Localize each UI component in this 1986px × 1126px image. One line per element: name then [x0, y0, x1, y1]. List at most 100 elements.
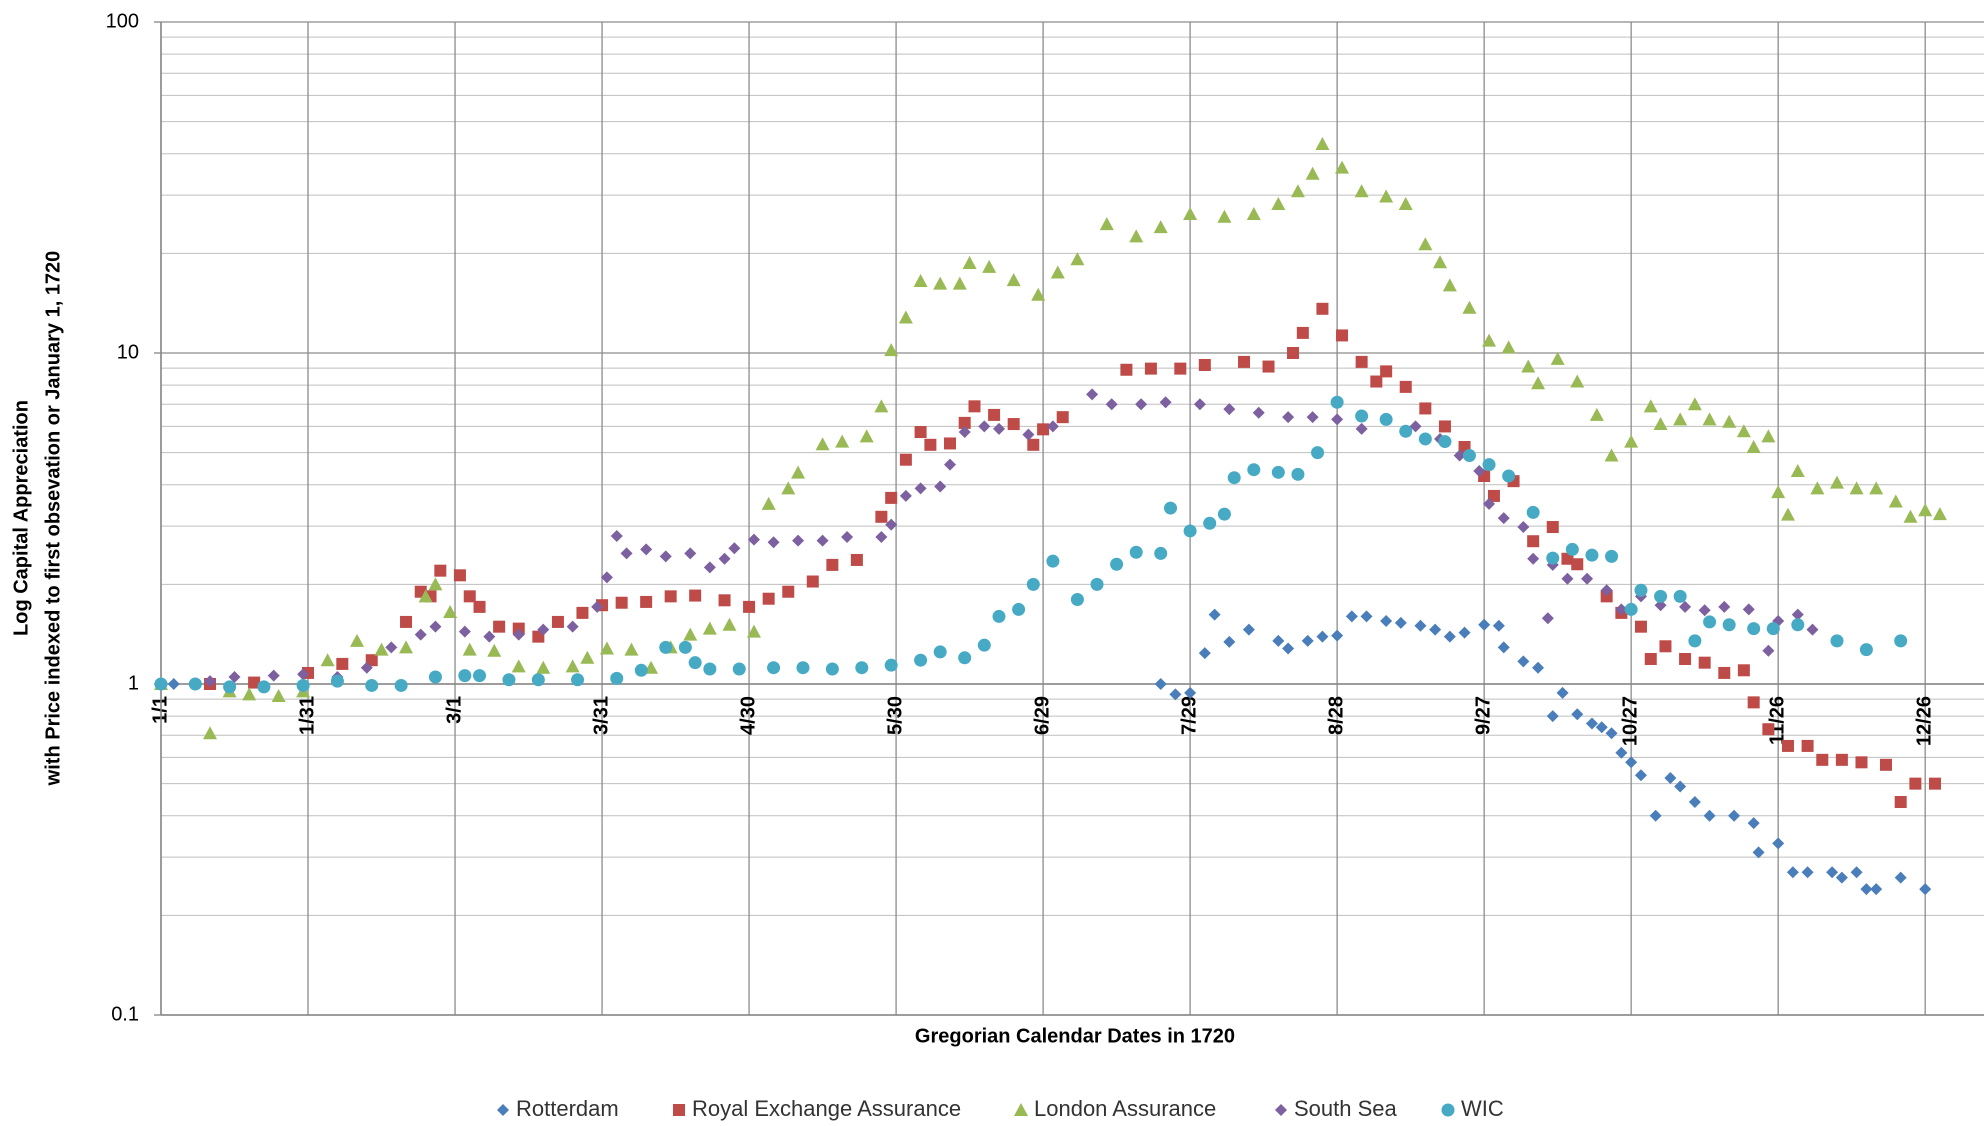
point: [1443, 630, 1456, 643]
point: [1928, 777, 1941, 790]
point: [703, 662, 717, 676]
point: [1747, 696, 1760, 709]
x-tick-label: 7/29: [1178, 696, 1200, 735]
point: [659, 550, 672, 563]
point: [1673, 412, 1688, 426]
point: [203, 726, 218, 740]
y-axis-title-line: Log Capital Appreciation: [10, 400, 32, 636]
point: [414, 628, 427, 641]
point: [1193, 398, 1206, 411]
point: [1762, 644, 1775, 657]
point: [1198, 358, 1211, 371]
point: [1056, 411, 1069, 424]
point: [1070, 593, 1084, 607]
series: [204, 302, 1941, 809]
point: [1497, 512, 1510, 525]
point: [1772, 837, 1785, 850]
point: [248, 676, 261, 689]
point: [1012, 602, 1026, 616]
point: [1605, 549, 1619, 563]
point: [1497, 641, 1510, 654]
y-tick-label: 1: [128, 672, 139, 694]
point: [1786, 866, 1799, 879]
point: [1888, 494, 1903, 508]
point: [565, 659, 580, 673]
point: [899, 489, 912, 502]
point: [1687, 397, 1702, 411]
point: [1238, 355, 1251, 368]
point: [1306, 411, 1319, 424]
point: [722, 617, 737, 631]
point: [154, 677, 168, 691]
point: [1006, 273, 1021, 287]
point: [1565, 542, 1579, 556]
point: [365, 678, 379, 692]
point: [1247, 463, 1261, 477]
point: [1761, 429, 1776, 443]
point: [1625, 756, 1638, 769]
point: [1282, 411, 1295, 424]
y-axis-title-line: with Price indexed to first obsevation o…: [42, 251, 64, 787]
point: [1418, 432, 1432, 446]
point: [1429, 623, 1442, 636]
point: [473, 669, 487, 683]
point: [1355, 355, 1368, 368]
point: [1810, 481, 1825, 495]
point: [1932, 507, 1947, 521]
marker-diamond: [1275, 1104, 1287, 1116]
point: [1501, 340, 1516, 354]
point: [977, 638, 991, 652]
point: [1458, 626, 1471, 639]
point: [610, 671, 624, 685]
point: [640, 595, 653, 608]
point: [1664, 772, 1677, 785]
point: [1203, 516, 1217, 530]
point: [1336, 329, 1349, 342]
point: [531, 673, 545, 687]
point: [982, 259, 997, 273]
point: [1870, 883, 1883, 896]
point: [1355, 422, 1368, 435]
point: [1718, 600, 1731, 613]
point: [1644, 652, 1657, 665]
point: [1835, 753, 1848, 766]
point: [689, 589, 702, 602]
point: [1546, 551, 1560, 565]
point: [664, 590, 677, 603]
point: [1438, 420, 1451, 433]
point: [204, 675, 217, 688]
point: [1816, 753, 1829, 766]
point: [1649, 809, 1662, 822]
point: [1419, 402, 1432, 415]
point: [1099, 217, 1114, 231]
marker-triangle: [1014, 1103, 1028, 1116]
point: [1909, 777, 1922, 790]
point: [566, 620, 579, 633]
point: [1728, 809, 1741, 822]
point: [576, 606, 589, 619]
point: [1546, 710, 1559, 723]
point: [1849, 481, 1864, 495]
point: [1502, 469, 1516, 483]
point: [1679, 652, 1692, 665]
point: [1698, 604, 1711, 617]
point: [1026, 577, 1040, 591]
point: [512, 628, 525, 641]
point: [1673, 589, 1687, 603]
point: [913, 274, 928, 288]
point: [825, 662, 839, 676]
point: [1007, 418, 1020, 431]
point: [1903, 509, 1918, 523]
point: [884, 658, 898, 672]
x-tick-label: 11/26: [1766, 696, 1788, 745]
point: [688, 656, 702, 670]
point: [943, 437, 956, 450]
point: [1624, 602, 1638, 616]
point: [815, 437, 830, 451]
point: [1791, 608, 1804, 621]
point: [678, 640, 692, 654]
point: [1541, 612, 1554, 625]
point: [859, 429, 874, 443]
point: [487, 643, 502, 657]
point: [536, 660, 551, 674]
